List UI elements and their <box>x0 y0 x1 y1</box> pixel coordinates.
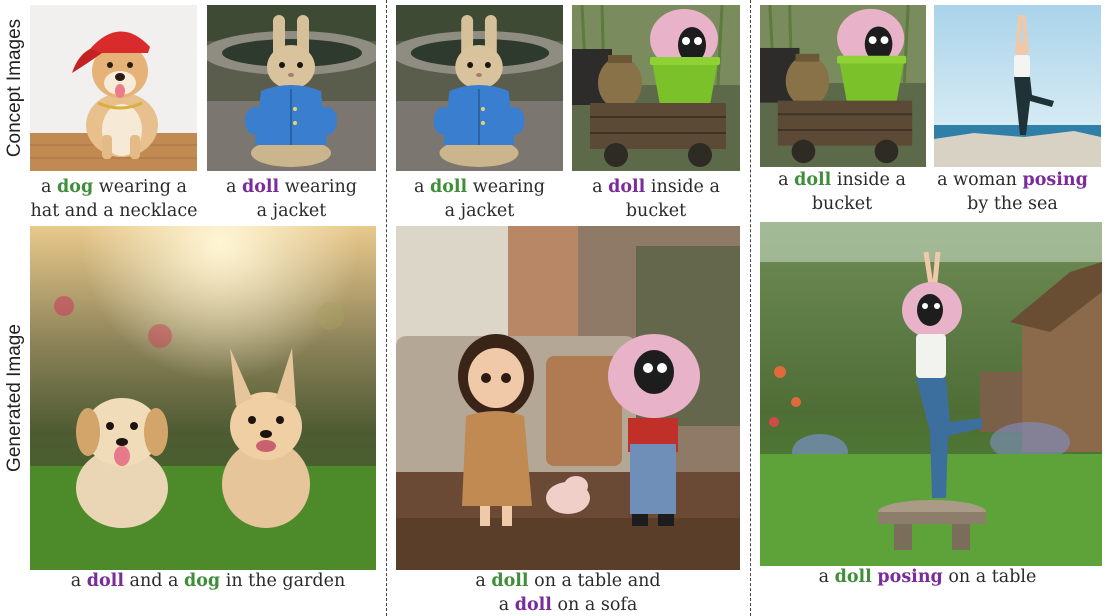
keyword-posing: posing <box>877 567 943 587</box>
caption-line: a doll wearing <box>414 177 545 197</box>
concept-caption-woman-posing: a woman posing by the sea <box>920 168 1105 216</box>
concept-image-rabbit-doll <box>207 5 376 171</box>
keyword-doll: doll <box>430 177 468 197</box>
concept-caption-dog: a dog wearing a hat and a necklace <box>16 175 212 223</box>
caption-line: bucket <box>811 194 873 214</box>
keyword-doll: doll <box>608 177 646 197</box>
generated-caption-dolls-table-sofa: a doll on a table and a doll on a sofa <box>386 569 750 616</box>
concept-image-dog <box>30 5 197 171</box>
concept-caption-doll-jacket: a doll wearing a jacket <box>386 175 573 223</box>
caption-line: a doll posing on a table <box>818 567 1037 587</box>
concept-image-sheep-bucket <box>760 5 926 167</box>
caption-line: bucket <box>625 201 687 221</box>
row-label-concept: Concept Images <box>0 2 30 174</box>
caption-line: hat and a necklace <box>30 201 198 221</box>
concept-image-sheep-bucket <box>572 5 740 171</box>
keyword-posing: posing <box>1022 170 1088 190</box>
caption-line: a woman posing <box>937 170 1088 190</box>
keyword-doll: doll <box>491 571 529 591</box>
row-label-generated: Generated Image <box>0 228 30 568</box>
caption-line: by the sea <box>967 194 1058 214</box>
keyword-doll: doll <box>794 170 832 190</box>
row-label-generated-text: Generated Image <box>4 324 25 472</box>
row-label-concept-text: Concept Images <box>4 18 26 158</box>
caption-line: a doll wearing <box>226 177 357 197</box>
caption-line: a jacket <box>256 201 327 221</box>
caption-line: a doll on a table and <box>475 571 661 591</box>
generated-caption-doll-posing: a doll posing on a table <box>750 565 1105 589</box>
concept-image-woman-posing <box>934 5 1101 167</box>
generated-image-doll-posing-table <box>760 222 1102 566</box>
keyword-dog: dog <box>184 571 221 591</box>
concept-caption-doll-bucket: a doll inside a bucket <box>563 175 749 223</box>
caption-line: a doll on a sofa <box>498 595 638 615</box>
keyword-doll: doll <box>242 177 280 197</box>
caption-line: a doll inside a <box>592 177 720 197</box>
caption-line: a doll and a dog in the garden <box>70 571 346 591</box>
group-divider <box>750 0 751 616</box>
generated-image-dolls-table-sofa <box>396 226 740 570</box>
keyword-doll: doll <box>834 567 872 587</box>
generated-caption-doll-and-dog: a doll and a dog in the garden <box>30 569 386 593</box>
generated-image-doll-and-dog <box>30 226 376 570</box>
concept-caption-doll-jacket: a doll wearing a jacket <box>200 175 383 223</box>
caption-line: a dog wearing a <box>41 177 187 197</box>
caption-line: a jacket <box>444 201 515 221</box>
keyword-doll: doll <box>86 571 124 591</box>
keyword-doll: doll <box>514 595 552 615</box>
caption-line: a doll inside a <box>778 170 906 190</box>
keyword-dog: dog <box>57 177 94 197</box>
concept-image-rabbit-doll <box>396 5 563 171</box>
group-divider <box>386 0 387 616</box>
concept-caption-doll-bucket: a doll inside a bucket <box>750 168 934 216</box>
